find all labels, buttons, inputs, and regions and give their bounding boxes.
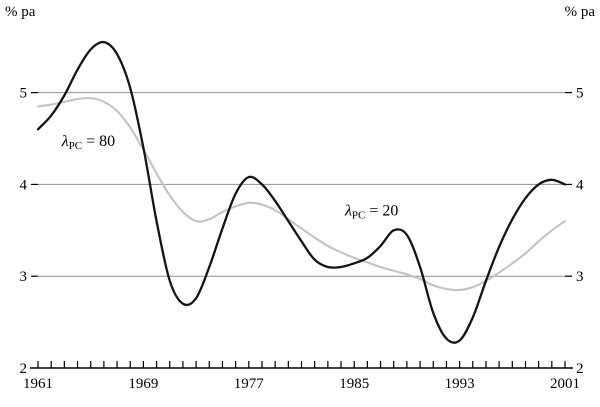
series-label-lambda-pc-80: λPC = 80 [61, 133, 115, 152]
x-tick-label-2001: 2001 [550, 376, 580, 392]
series-line-lambda-pc-80 [36, 96, 567, 292]
y-tick-label-right-4: 4 [576, 177, 584, 193]
y-tick-label-right-2: 2 [576, 361, 584, 377]
y-tick-label-left-3: 3 [20, 269, 28, 285]
x-tick-label-1977: 1977 [234, 376, 265, 392]
y-axis-unit-left: % pa [5, 4, 36, 20]
x-tick-label-1985: 1985 [339, 376, 369, 392]
y-tick-label-right-5: 5 [576, 86, 584, 102]
x-tick-label-1961: 1961 [23, 376, 53, 392]
y-tick-label-left-5: 5 [20, 86, 28, 102]
y-tick-label-left-2: 2 [20, 361, 28, 377]
y-axis-unit-right: % pa [565, 4, 596, 20]
x-tick-label-1993: 1993 [445, 376, 475, 392]
x-tick-label-1969: 1969 [128, 376, 158, 392]
y-tick-label-right-3: 3 [576, 269, 584, 285]
series-line-lambda-pc-20 [36, 40, 567, 344]
series-label-lambda-pc-20: λPC = 20 [344, 203, 398, 222]
y-tick-label-left-4: 4 [20, 177, 28, 193]
